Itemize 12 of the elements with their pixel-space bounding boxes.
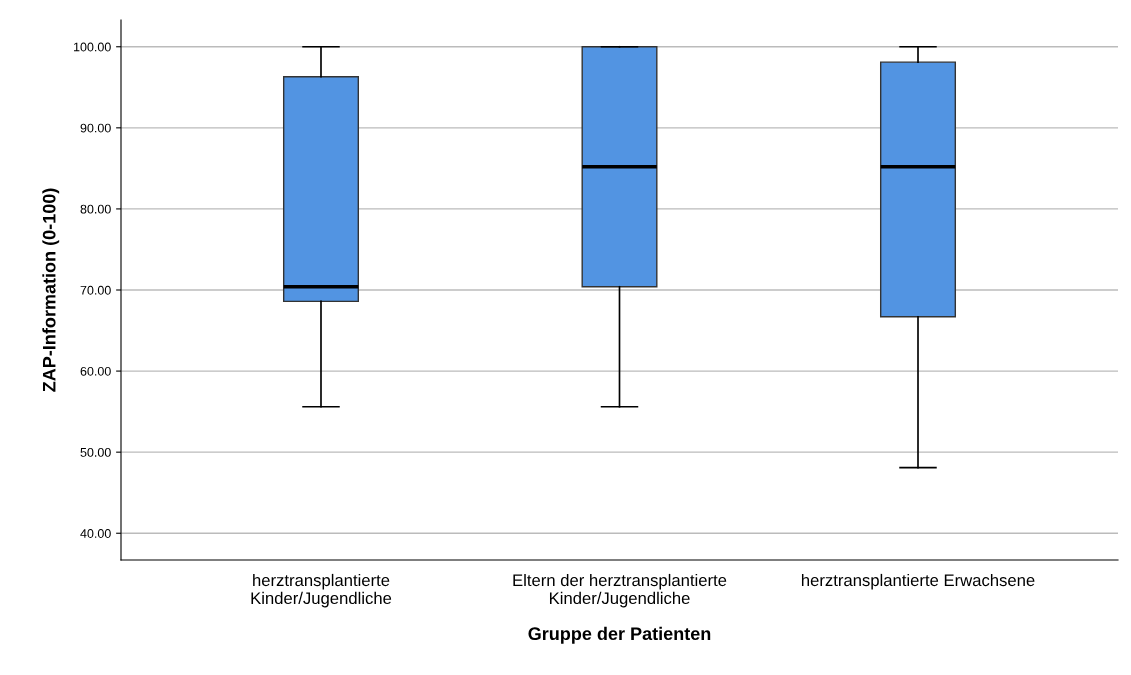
y-tick-label: 50.00: [80, 447, 111, 457]
y-tick-label: 80.00: [80, 204, 111, 214]
y-tick-label: 90.00: [80, 123, 111, 133]
x-tick-label: herztransplantierte Erwachsene: [801, 573, 1035, 590]
y-tick-label: 40.00: [80, 529, 111, 538]
y-tick-label: 70.00: [80, 285, 111, 295]
x-tick-label: herztransplantierte Kinder/Jugendliche: [251, 573, 392, 608]
y-axis-title: ZAP-Information (0-100): [42, 188, 60, 392]
y-tick-label: 100.00: [74, 42, 111, 52]
y-tick-label: 60.00: [80, 366, 111, 376]
x-axis-title: Gruppe der Patienten: [528, 626, 711, 644]
x-tick-label: Eltern der herztransplantierte Kinder/Jugendliche: [513, 573, 727, 608]
